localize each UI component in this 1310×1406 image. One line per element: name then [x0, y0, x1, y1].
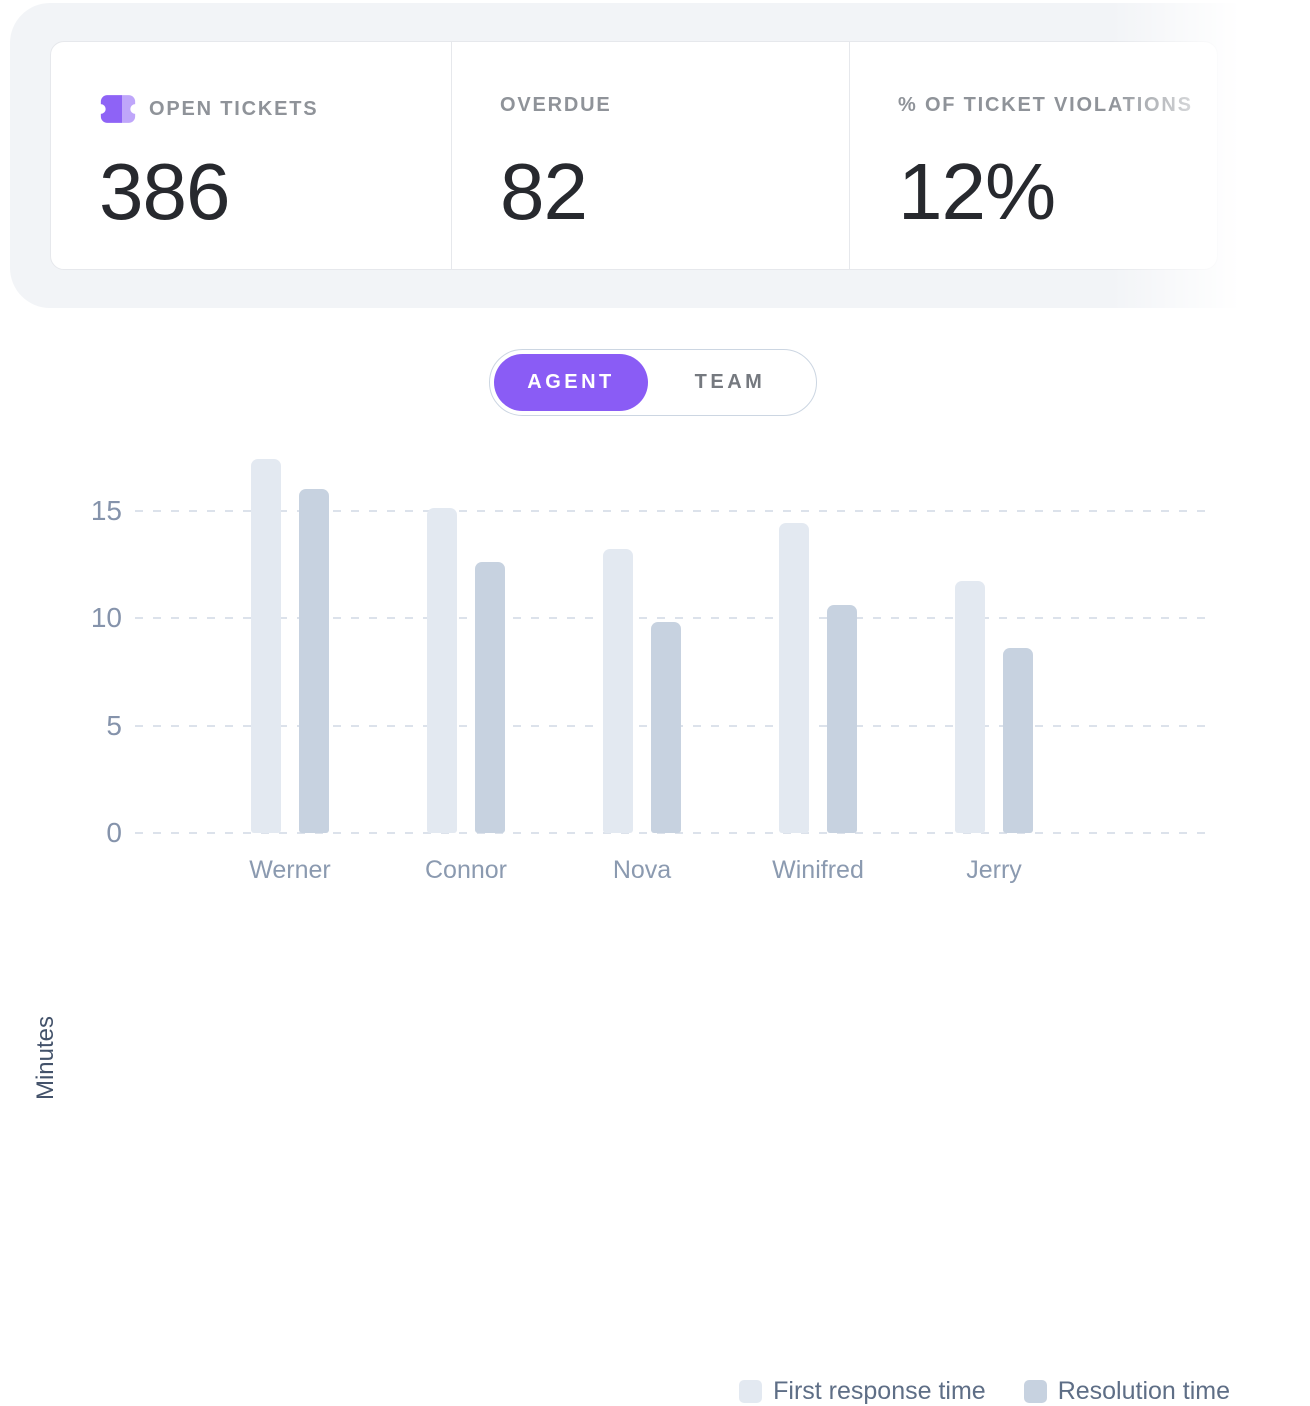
stats-cards-row: OPEN TICKETS 386 OVERDUE 82 % OF TICKET … — [50, 41, 1218, 270]
chart-legend: First response time Resolution time — [739, 1377, 1230, 1406]
resolution-time-bar-nova[interactable] — [651, 622, 681, 833]
stat-value: 82 — [500, 147, 588, 236]
y-axis-tick: 0 — [106, 817, 122, 848]
first-response-time-bar-winifred[interactable] — [779, 523, 809, 833]
legend-label: First response time — [773, 1377, 986, 1405]
x-axis-label-nova: Nova — [612, 856, 672, 884]
stats-panel: OPEN TICKETS 386 OVERDUE 82 % OF TICKET … — [10, 3, 1310, 318]
gridline-y-15 — [135, 509, 1205, 512]
y-axis-tick: 10 — [90, 602, 122, 633]
y-axis-tick: 5 — [106, 709, 122, 741]
first-response-time-bar-nova[interactable] — [603, 549, 633, 833]
first-response-time-bar-connor[interactable] — [427, 508, 457, 833]
stat-card-overdue: OVERDUE 82 — [451, 42, 849, 269]
resolution-time-bar-jerry[interactable] — [1003, 648, 1033, 833]
resolution-time-bar-winifred[interactable] — [827, 605, 857, 833]
y-axis-tick: 15 — [90, 494, 122, 526]
stat-label: OVERDUE — [500, 94, 612, 116]
first-response-time-bar-jerry[interactable] — [955, 581, 985, 833]
first-response-time-bar-werner[interactable] — [251, 458, 281, 833]
agent-team-toggle: AGENT TEAM — [489, 349, 817, 416]
x-axis-label-connor: Connor — [425, 856, 507, 884]
gridline-y-0 — [135, 832, 1205, 834]
dashboard: OPEN TICKETS 386 OVERDUE 82 % OF TICKET … — [0, 3, 1310, 1405]
toggle-agent-button[interactable]: AGENT — [494, 354, 648, 411]
x-axis-label-jerry: Jerry — [966, 856, 1022, 884]
legend-item-first-response-time[interactable]: First response time — [739, 1377, 986, 1406]
legend-label: Resolution time — [1057, 1377, 1230, 1405]
toggle-team-button[interactable]: TEAM — [648, 354, 812, 411]
x-axis-label-werner: Werner — [249, 856, 331, 884]
response-time-bar-chart: Minutes First response time Resolution ti… — [0, 400, 1310, 1405]
stat-card-ticket-violations: % OF TICKET VIOLATIONS 12% — [849, 42, 1217, 269]
resolution-time-bar-connor[interactable] — [475, 562, 505, 833]
legend-swatch — [1023, 1380, 1047, 1403]
stat-value: 386 — [99, 147, 230, 236]
ticket-icon — [99, 94, 137, 124]
legend-swatch — [739, 1380, 763, 1403]
stat-value: 12% — [898, 147, 1056, 236]
x-axis-label-winifred: Winifred — [772, 856, 864, 884]
gridline-y-10 — [135, 617, 1205, 619]
stat-card-open-tickets: OPEN TICKETS 386 — [51, 42, 451, 269]
stat-label: % OF TICKET VIOLATIONS — [898, 94, 1193, 116]
stat-label: OPEN TICKETS — [149, 97, 319, 120]
legend-item-resolution-time[interactable]: Resolution time — [1023, 1377, 1230, 1406]
resolution-time-bar-werner[interactable] — [299, 489, 329, 833]
